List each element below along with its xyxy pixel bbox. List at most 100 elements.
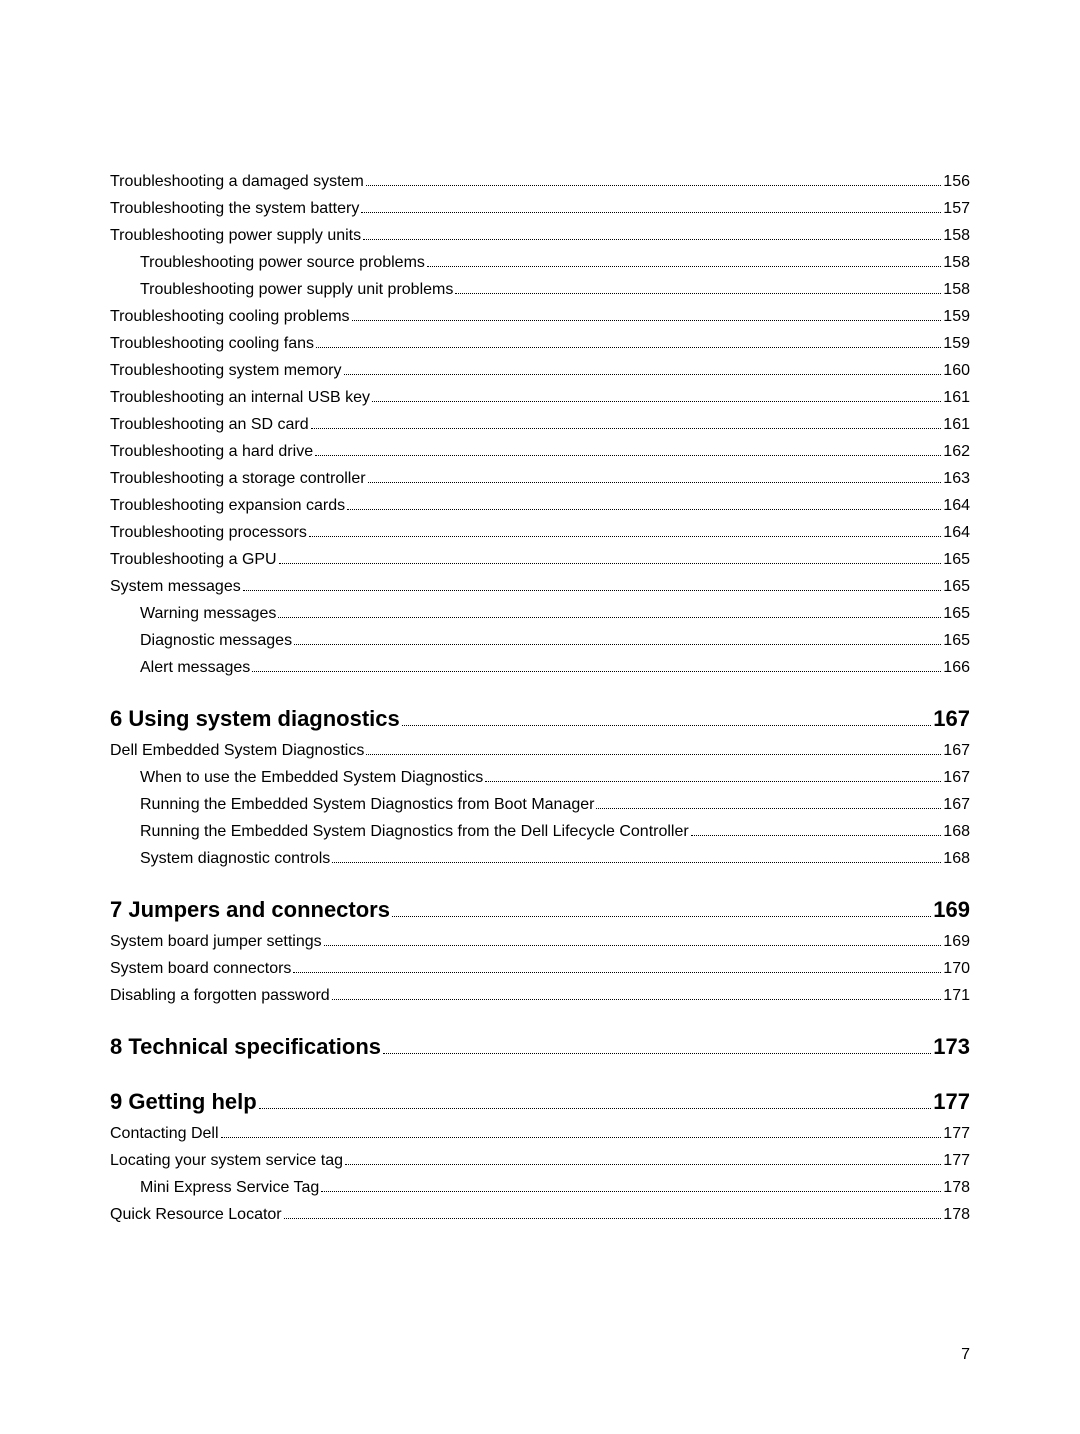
toc-title: Troubleshooting an SD card: [110, 413, 309, 437]
toc-entry[interactable]: Troubleshooting an SD card 161: [110, 413, 970, 437]
toc-entry[interactable]: Troubleshooting cooling problems159: [110, 305, 970, 329]
toc-leader-dots: [315, 455, 941, 456]
toc-title: 9 Getting help: [110, 1085, 257, 1118]
toc-leader-dots: [316, 347, 941, 348]
toc-leader-dots: [352, 320, 942, 321]
toc-entry[interactable]: When to use the Embedded System Diagnost…: [140, 766, 970, 790]
toc-entry[interactable]: Contacting Dell177: [110, 1122, 970, 1146]
toc-leader-dots: [345, 1164, 941, 1165]
toc-title: System board jumper settings: [110, 930, 322, 954]
toc-entry[interactable]: Troubleshooting an internal USB key161: [110, 386, 970, 410]
toc-entry[interactable]: Troubleshooting a damaged system156: [110, 170, 970, 194]
toc-title: Locating your system service tag: [110, 1149, 343, 1173]
toc-title: Troubleshooting a storage controller: [110, 467, 366, 491]
toc-page-number: 168: [943, 847, 970, 871]
toc-entry[interactable]: Troubleshooting a storage controller 163: [110, 467, 970, 491]
toc-entry[interactable]: 6 Using system diagnostics167: [110, 702, 970, 735]
toc-entry[interactable]: 8 Technical specifications173: [110, 1030, 970, 1063]
toc-leader-dots: [321, 1191, 941, 1192]
toc-entry[interactable]: 9 Getting help 177: [110, 1085, 970, 1118]
toc-entry[interactable]: 7 Jumpers and connectors169: [110, 893, 970, 926]
toc-entry[interactable]: Mini Express Service Tag 178: [140, 1176, 970, 1200]
toc-leader-dots: [372, 401, 941, 402]
toc-title: Troubleshooting cooling fans: [110, 332, 314, 356]
toc-leader-dots: [368, 482, 942, 483]
toc-title: Troubleshooting power supply unit proble…: [140, 278, 453, 302]
toc-leader-dots: [363, 239, 941, 240]
toc-title: Troubleshooting processors: [110, 521, 307, 545]
toc-page-number: 165: [943, 602, 970, 626]
toc-entry[interactable]: Diagnostic messages165: [140, 629, 970, 653]
toc-entry[interactable]: Dell Embedded System Diagnostics 167: [110, 739, 970, 763]
toc-page-number: 177: [933, 1085, 970, 1118]
toc-entry[interactable]: System board connectors170: [110, 957, 970, 981]
toc-leader-dots: [243, 590, 942, 591]
toc-page-number: 167: [943, 766, 970, 790]
toc-page-number: 164: [943, 494, 970, 518]
toc-title: Quick Resource Locator: [110, 1203, 282, 1227]
toc-entry[interactable]: Troubleshooting a hard drive162: [110, 440, 970, 464]
toc-title: Contacting Dell: [110, 1122, 219, 1146]
toc-page-number: 178: [943, 1176, 970, 1200]
toc-page-number: 171: [943, 984, 970, 1008]
toc-page-number: 167: [943, 739, 970, 763]
toc-entry[interactable]: Troubleshooting processors 164: [110, 521, 970, 545]
toc-page-number: 163: [943, 467, 970, 491]
toc-page-number: 164: [943, 521, 970, 545]
toc-leader-dots: [309, 536, 941, 537]
toc-title: Mini Express Service Tag: [140, 1176, 319, 1200]
toc-entry[interactable]: Troubleshooting a GPU165: [110, 548, 970, 572]
toc-entry[interactable]: Troubleshooting power supply units158: [110, 224, 970, 248]
toc-list: Troubleshooting a damaged system156Troub…: [110, 170, 970, 1227]
toc-entry[interactable]: Troubleshooting power source problems158: [140, 251, 970, 275]
toc-entry[interactable]: Troubleshooting cooling fans 159: [110, 332, 970, 356]
toc-page-number: 166: [943, 656, 970, 680]
toc-title: 6 Using system diagnostics: [110, 702, 400, 735]
toc-leader-dots: [294, 644, 941, 645]
toc-entry[interactable]: Warning messages165: [140, 602, 970, 626]
toc-title: Troubleshooting the system battery: [110, 197, 359, 221]
toc-title: Troubleshooting system memory: [110, 359, 342, 383]
toc-title: System diagnostic controls: [140, 847, 330, 871]
toc-entry[interactable]: Troubleshooting power supply unit proble…: [140, 278, 970, 302]
toc-leader-dots: [455, 293, 941, 294]
toc-title: System messages: [110, 575, 241, 599]
toc-page-number: 161: [943, 413, 970, 437]
toc-entry[interactable]: System board jumper settings 169: [110, 930, 970, 954]
toc-page-number: 159: [943, 332, 970, 356]
toc-page-number: 177: [943, 1149, 970, 1173]
toc-title: Running the Embedded System Diagnostics …: [140, 820, 689, 844]
toc-entry[interactable]: System messages165: [110, 575, 970, 599]
toc-entry[interactable]: Troubleshooting system memory 160: [110, 359, 970, 383]
toc-page-number: 168: [943, 820, 970, 844]
toc-entry[interactable]: Locating your system service tag 177: [110, 1149, 970, 1173]
toc-title: Dell Embedded System Diagnostics: [110, 739, 364, 763]
toc-entry[interactable]: Running the Embedded System Diagnostics …: [140, 820, 970, 844]
toc-page-number: 158: [943, 251, 970, 275]
toc-leader-dots: [366, 185, 942, 186]
toc-title: Troubleshooting a hard drive: [110, 440, 313, 464]
toc-page-number: 160: [943, 359, 970, 383]
toc-entry[interactable]: Troubleshooting expansion cards 164: [110, 494, 970, 518]
toc-leader-dots: [383, 1053, 931, 1054]
toc-title: When to use the Embedded System Diagnost…: [140, 766, 483, 790]
toc-entry[interactable]: Alert messages 166: [140, 656, 970, 680]
toc-entry[interactable]: System diagnostic controls 168: [140, 847, 970, 871]
toc-entry[interactable]: Quick Resource Locator 178: [110, 1203, 970, 1227]
toc-entry[interactable]: Disabling a forgotten password171: [110, 984, 970, 1008]
toc-title: Running the Embedded System Diagnostics …: [140, 793, 594, 817]
toc-title: 7 Jumpers and connectors: [110, 893, 390, 926]
toc-entry[interactable]: Running the Embedded System Diagnostics …: [140, 793, 970, 817]
toc-leader-dots: [347, 509, 941, 510]
toc-title: Alert messages: [140, 656, 250, 680]
toc-leader-dots: [252, 671, 941, 672]
toc-leader-dots: [311, 428, 942, 429]
toc-title: Troubleshooting expansion cards: [110, 494, 345, 518]
toc-page-number: 169: [943, 930, 970, 954]
toc-leader-dots: [402, 725, 932, 726]
toc-leader-dots: [259, 1108, 932, 1109]
toc-title: Troubleshooting an internal USB key: [110, 386, 370, 410]
toc-entry[interactable]: Troubleshooting the system battery157: [110, 197, 970, 221]
toc-title: Troubleshooting a damaged system: [110, 170, 364, 194]
toc-leader-dots: [361, 212, 941, 213]
